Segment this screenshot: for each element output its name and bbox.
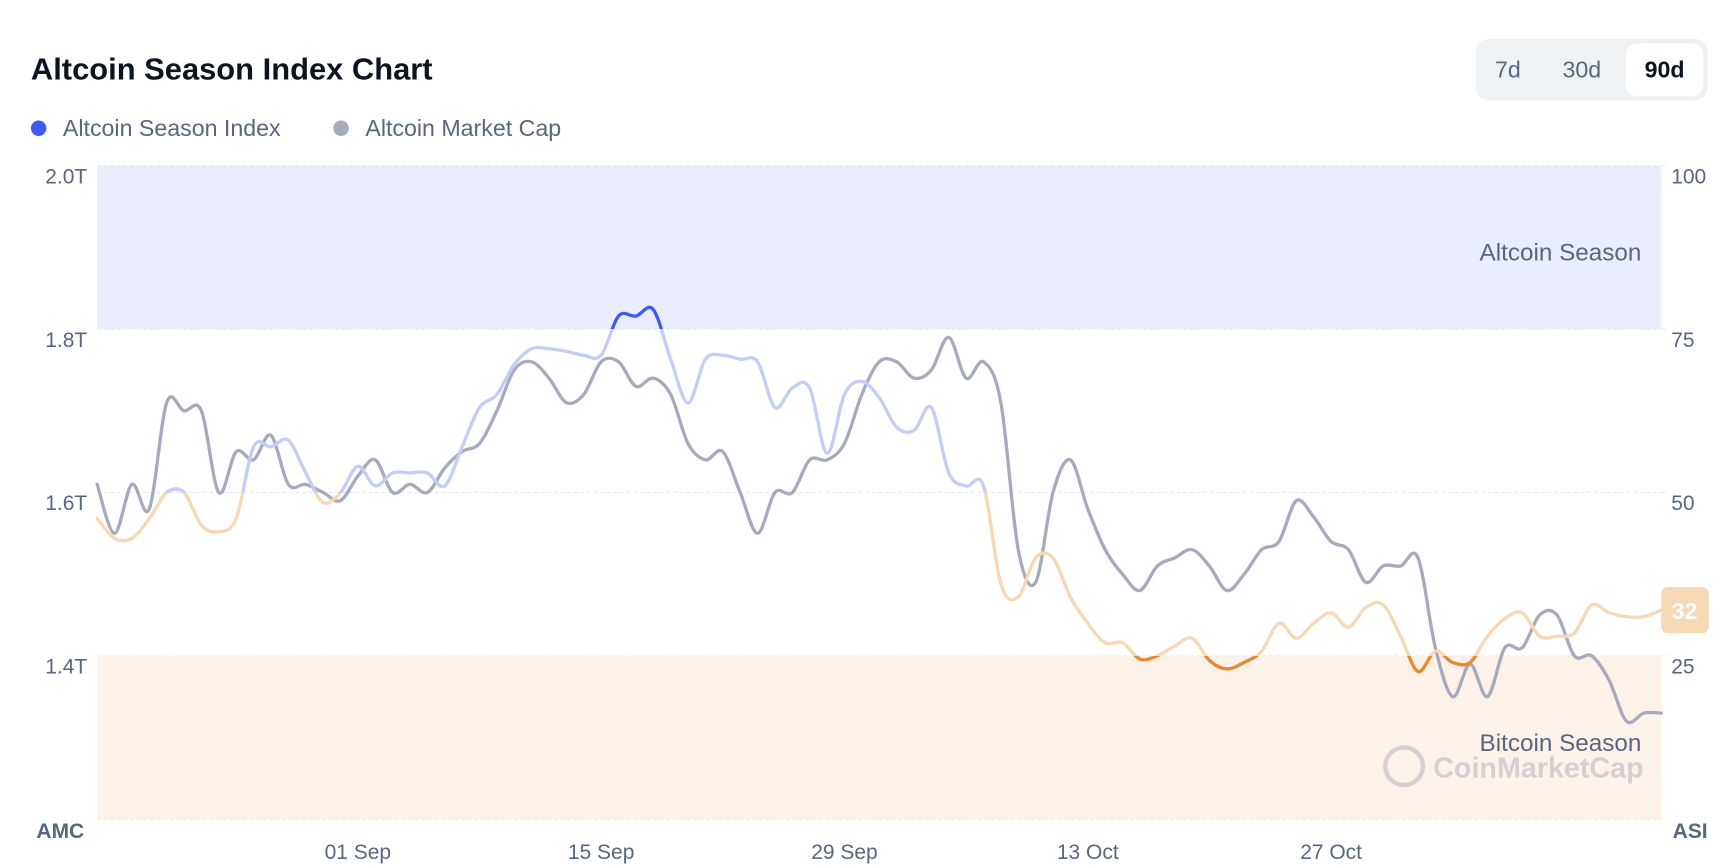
range-button-selected[interactable] [1625,43,1704,97]
last-value-label: 32 [1672,598,1698,624]
legend-marker [30,120,47,136]
band-label: Bitcoin Season [1480,730,1642,757]
y-tick-label: 1.6T [45,492,87,515]
chart-title: Altcoin Season Index Chart [31,52,433,87]
y2-tick-label: 50 [1671,492,1694,515]
watermark-logo [1383,745,1426,788]
y2-axis-label: ASI [1673,820,1708,843]
season-band [97,655,1662,820]
watermark: CoinMarketCap [1383,745,1644,788]
range-button[interactable]: 7d [1495,56,1521,82]
y-tick-label: 1.4T [45,656,87,679]
series-line [95,305,1663,674]
legend-marker [333,120,349,136]
x-tick-label: 27 Oct [1300,841,1362,864]
band-label: Altcoin Season [1480,240,1642,267]
range-button[interactable]: 30d [1562,56,1601,82]
x-tick-label: 01 Sep [325,841,391,864]
last-value-badge [1661,586,1709,634]
x-tick-label: 15 Sep [568,841,634,864]
y-axis-label: AMC [36,820,84,843]
range-button[interactable]: 90d [1645,56,1685,82]
y-tick-label: 2.0T [45,165,87,188]
legend-label: Altcoin Season Index [63,115,281,141]
y2-tick-label: 75 [1671,329,1694,352]
series-line [95,335,1663,725]
x-tick-label: 29 Sep [811,841,877,864]
watermark-text: CoinMarketCap [1433,752,1643,784]
x-tick-label: 13 Oct [1057,841,1119,864]
season-band [97,165,1662,330]
y2-tick-label: 25 [1671,656,1694,679]
y2-tick-label: 100 [1671,165,1706,188]
y-tick-label: 1.8T [45,329,87,352]
legend-label: Altcoin Market Cap [365,115,561,141]
